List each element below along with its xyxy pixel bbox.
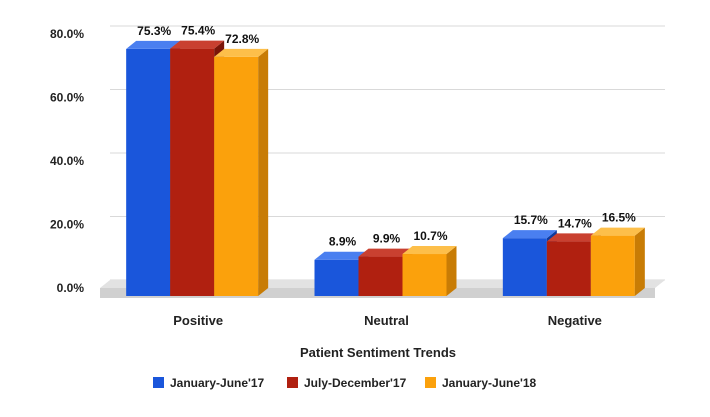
bar-side	[258, 48, 269, 296]
bar-side	[446, 246, 457, 296]
legend-item: January-June'17	[153, 376, 265, 390]
data-label: 8.9%	[329, 235, 357, 249]
data-label: 75.4%	[181, 24, 215, 38]
y-tick-label: 20.0%	[50, 218, 84, 232]
y-tick-label: 60.0%	[50, 91, 84, 105]
category-labels: Positive Neutral Negative	[173, 313, 602, 328]
bar	[214, 48, 269, 296]
legend-item: January-June'18	[425, 376, 537, 390]
data-label: 14.7%	[558, 216, 592, 230]
legend-label: January-June'18	[442, 376, 537, 390]
legend-label: January-June'17	[170, 376, 265, 390]
y-axis-ticks: 0.0% 20.0% 40.0% 60.0% 80.0%	[50, 27, 84, 295]
bar-top	[170, 40, 225, 49]
bar-front	[170, 48, 215, 297]
bar	[590, 227, 645, 296]
bar-top	[402, 246, 457, 255]
x-axis-title: Patient Sentiment Trends	[300, 345, 456, 360]
legend-swatch	[287, 377, 298, 388]
y-tick-label: 0.0%	[57, 281, 85, 295]
data-label: 15.7%	[514, 213, 548, 227]
bar-front	[126, 48, 171, 296]
category-label: Positive	[173, 313, 223, 328]
bar-front	[590, 235, 635, 296]
legend-item: July-December'17	[287, 376, 407, 390]
bar-front	[502, 238, 547, 296]
legend-label: July-December'17	[304, 376, 407, 390]
bar-top	[502, 230, 557, 239]
bar-side	[634, 227, 645, 296]
data-label: 9.9%	[373, 232, 401, 246]
category-label: Negative	[548, 313, 602, 328]
bar	[402, 246, 457, 296]
data-label: 72.8%	[225, 32, 259, 46]
legend-swatch	[153, 377, 164, 388]
data-label: 75.3%	[137, 24, 171, 38]
bar-front	[314, 259, 359, 296]
bar-top	[314, 251, 369, 260]
bar-top	[590, 227, 645, 236]
legend-swatch	[425, 377, 436, 388]
bar-top	[546, 233, 601, 242]
bars	[126, 40, 645, 297]
bar-front	[358, 256, 403, 296]
legend: January-June'17 July-December'17 January-J…	[153, 376, 537, 390]
y-tick-label: 40.0%	[50, 154, 84, 168]
bar-front	[214, 56, 259, 296]
bar-front	[546, 241, 591, 296]
data-label: 16.5%	[602, 211, 636, 225]
bar-front	[402, 254, 447, 296]
data-label: 10.7%	[413, 229, 447, 243]
data-labels: 75.3% 75.4% 72.8% 8.9% 9.9% 10.7% 15.7% 14.7% 16…	[137, 24, 636, 249]
bar-top	[358, 248, 413, 257]
category-label: Neutral	[364, 313, 409, 328]
bar-top	[126, 40, 181, 49]
bar-top	[214, 48, 269, 57]
y-tick-label: 80.0%	[50, 27, 84, 41]
